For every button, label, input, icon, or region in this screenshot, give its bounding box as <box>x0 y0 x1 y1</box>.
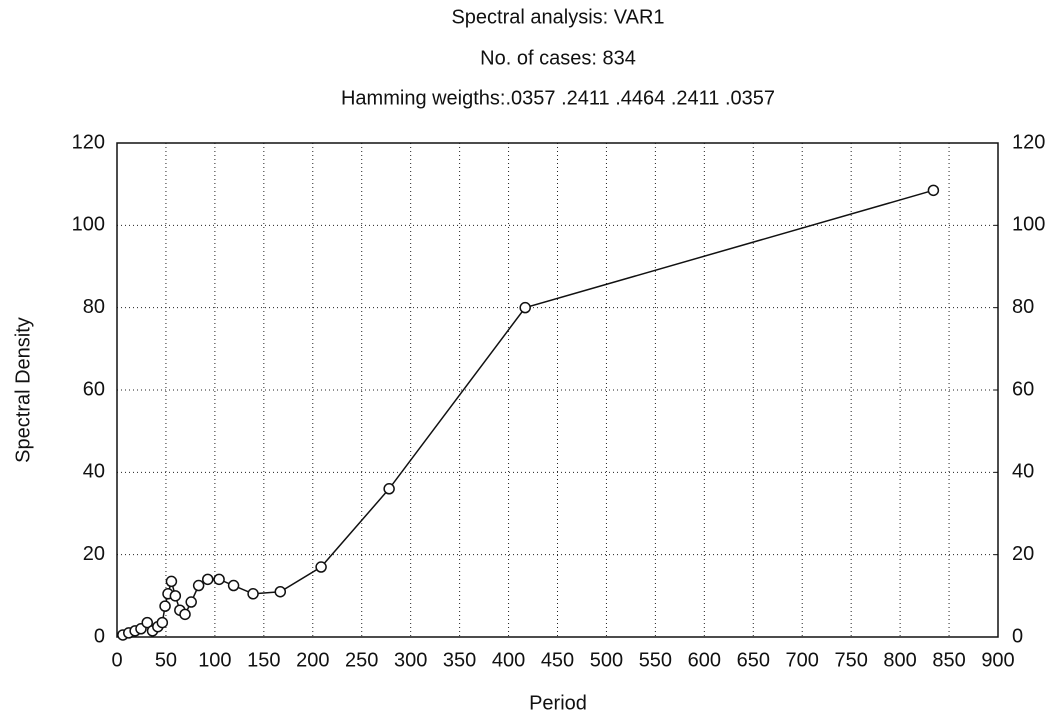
x-tick-label: 650 <box>737 649 770 671</box>
x-tick-label: 550 <box>639 649 672 671</box>
y2-tick-label: 0 <box>1012 625 1023 647</box>
marker <box>156 616 169 629</box>
x-tick-label: 200 <box>296 649 329 671</box>
y-tick-label: 40 <box>83 461 105 483</box>
x-tick-label: 150 <box>247 649 280 671</box>
x-tick-label: 250 <box>345 649 378 671</box>
plot-frame <box>116 142 999 638</box>
x-tick-label: 500 <box>590 649 623 671</box>
marker <box>247 588 259 600</box>
y-tick-label: 60 <box>83 378 105 400</box>
chart-note: Hamming weigths:.0357 .2411 .4464 .2411 … <box>341 87 775 109</box>
y2-tick-label: 60 <box>1012 378 1034 400</box>
x-tick-label: 350 <box>443 649 476 671</box>
marker <box>274 585 287 598</box>
y2-tick-label: 80 <box>1012 296 1034 318</box>
x-tick-label: 0 <box>111 649 122 671</box>
x-tick-label: 50 <box>155 649 177 671</box>
marker <box>169 590 182 602</box>
x-tick-label: 600 <box>688 649 721 671</box>
y2-tick-label: 100 <box>1012 214 1045 236</box>
x-tick-label: 100 <box>198 649 231 671</box>
marker <box>141 616 153 629</box>
marker <box>192 579 205 592</box>
marker <box>179 608 191 621</box>
y-tick-label: 80 <box>83 296 105 318</box>
x-tick-label: 450 <box>541 649 574 671</box>
y-tick-label: 0 <box>94 625 105 647</box>
chart-subtitle: No. of cases: 834 <box>480 47 636 69</box>
y-tick-label: 100 <box>72 214 105 236</box>
y-tick-label: 120 <box>72 131 105 153</box>
marker <box>383 483 395 495</box>
marker <box>927 184 940 197</box>
chart-title: Spectral analysis: VAR1 <box>451 6 664 28</box>
x-tick-label: 300 <box>394 649 427 671</box>
marker <box>519 301 531 314</box>
x-tick-label: 850 <box>932 649 965 671</box>
x-axis-label: Period <box>529 692 587 714</box>
x-tick-label: 700 <box>786 649 819 671</box>
marker <box>185 596 197 608</box>
x-tick-label: 400 <box>492 649 525 671</box>
y2-tick-label: 20 <box>1012 543 1034 565</box>
x-tick-label: 750 <box>834 649 867 671</box>
x-tick-label: 900 <box>981 649 1014 671</box>
y-tick-label: 20 <box>83 543 105 565</box>
y2-tick-label: 40 <box>1012 461 1034 483</box>
y-axis-label: Spectral Density <box>12 317 34 463</box>
marker <box>315 561 327 573</box>
y2-tick-label: 120 <box>1012 131 1045 153</box>
marker <box>227 579 240 592</box>
marker <box>165 575 178 588</box>
line <box>122 189 934 636</box>
x-tick-label: 800 <box>883 649 916 671</box>
marker <box>159 600 171 612</box>
marker <box>201 573 214 586</box>
marker <box>213 573 225 586</box>
